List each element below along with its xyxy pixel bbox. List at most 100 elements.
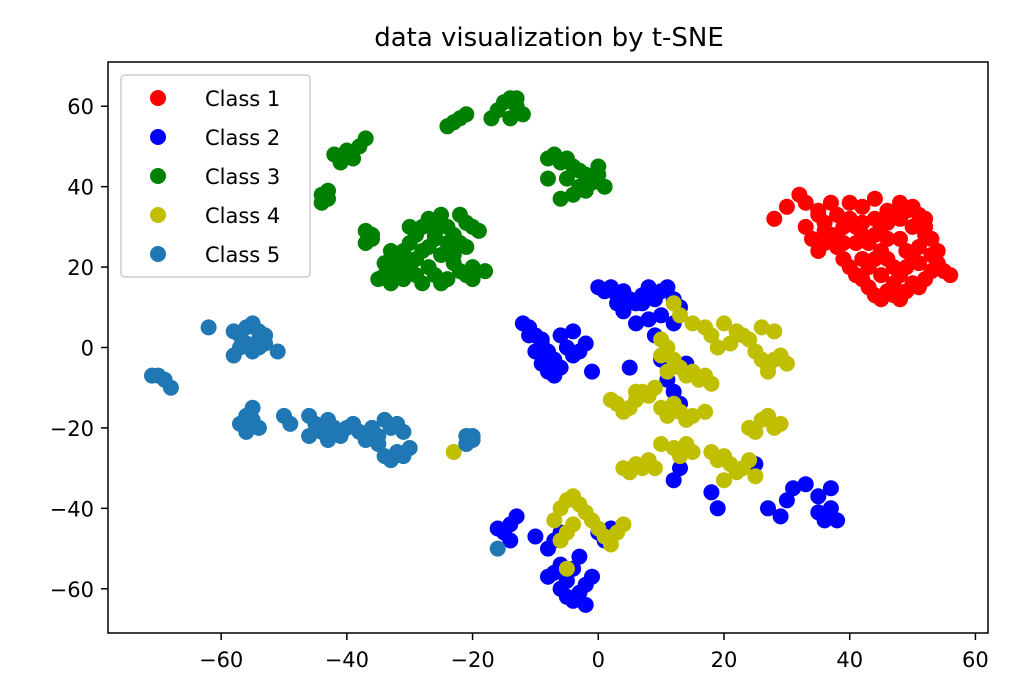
data-point xyxy=(540,568,556,585)
data-point xyxy=(552,327,569,344)
data-point xyxy=(508,90,525,107)
legend-box xyxy=(120,74,311,278)
data-point xyxy=(659,279,676,296)
data-point xyxy=(628,315,644,332)
data-point xyxy=(910,255,927,272)
data-point xyxy=(760,407,776,424)
data-point xyxy=(452,206,468,223)
data-point xyxy=(659,363,676,380)
data-point xyxy=(923,247,940,263)
data-point xyxy=(395,423,412,440)
data-point xyxy=(200,319,217,336)
data-point xyxy=(527,528,544,545)
data-point xyxy=(778,492,795,509)
data-point xyxy=(716,315,732,332)
data-point xyxy=(464,428,481,444)
data-point xyxy=(879,230,896,247)
data-point xyxy=(879,202,896,219)
x-axis: −60 −40 −20 0 20 40 60 xyxy=(199,633,989,672)
y-tick-label: −60 xyxy=(50,578,94,602)
data-point xyxy=(364,230,380,247)
y-tick-label: 20 xyxy=(67,256,94,280)
data-point xyxy=(665,383,682,400)
data-point xyxy=(640,279,657,296)
data-point xyxy=(760,363,776,380)
data-point xyxy=(810,504,827,521)
y-tick-label: 40 xyxy=(67,176,94,200)
data-point xyxy=(357,130,374,147)
legend-item-class-3: Class 3 xyxy=(150,165,280,189)
legend-label: Class 1 xyxy=(205,87,280,111)
data-point xyxy=(659,407,676,424)
data-point xyxy=(238,423,255,440)
data-point xyxy=(797,194,814,211)
data-point xyxy=(514,106,531,123)
data-point xyxy=(508,508,525,525)
data-point xyxy=(684,444,701,460)
data-points xyxy=(144,90,959,613)
data-point xyxy=(609,295,626,312)
y-axis: 60 40 20 0 −20 −40 −60 xyxy=(50,95,108,602)
data-point xyxy=(854,251,871,267)
data-point xyxy=(866,210,883,227)
data-point xyxy=(376,255,393,272)
data-point xyxy=(401,218,418,235)
data-point xyxy=(697,403,714,420)
x-tick-label: 0 xyxy=(592,648,605,672)
data-point xyxy=(741,419,758,436)
data-point xyxy=(672,460,688,477)
x-tick-label: 60 xyxy=(962,648,989,672)
x-tick-label: 20 xyxy=(711,648,738,672)
data-point xyxy=(778,198,795,215)
data-point xyxy=(709,500,726,517)
data-point xyxy=(829,512,846,529)
data-point xyxy=(873,267,890,284)
data-point xyxy=(445,444,462,460)
data-point xyxy=(458,106,475,123)
data-point xyxy=(778,355,795,372)
data-point xyxy=(766,210,783,227)
data-point xyxy=(470,222,487,239)
data-point xyxy=(301,428,318,444)
data-point xyxy=(370,436,387,452)
data-point xyxy=(766,323,783,340)
data-point xyxy=(734,327,751,344)
data-point xyxy=(615,516,632,533)
data-point xyxy=(854,198,871,215)
legend-item-class-1: Class 1 xyxy=(150,87,280,111)
data-point xyxy=(502,532,519,549)
data-point xyxy=(621,359,638,376)
data-point xyxy=(382,275,399,292)
data-point xyxy=(445,247,462,263)
data-point xyxy=(822,480,839,497)
data-point xyxy=(628,383,644,400)
data-point xyxy=(904,218,921,235)
y-tick-label: 60 xyxy=(67,95,94,119)
data-point xyxy=(602,536,619,553)
data-point xyxy=(489,540,506,557)
y-tick-label: −20 xyxy=(50,417,94,441)
data-point xyxy=(678,411,695,428)
data-point xyxy=(546,512,563,529)
data-point xyxy=(653,347,670,364)
data-point xyxy=(753,319,770,336)
data-point xyxy=(162,379,179,396)
data-point xyxy=(797,218,814,235)
data-point xyxy=(571,548,588,565)
data-point xyxy=(439,118,456,135)
data-point xyxy=(829,206,846,223)
data-point xyxy=(458,239,475,255)
data-point xyxy=(835,235,852,251)
data-point xyxy=(797,476,814,493)
data-point xyxy=(395,251,412,267)
data-point xyxy=(577,335,594,352)
data-point xyxy=(634,295,651,312)
data-point xyxy=(917,210,934,227)
data-point xyxy=(332,154,349,171)
data-point xyxy=(810,206,827,223)
data-point xyxy=(540,170,556,187)
data-point xyxy=(822,194,839,211)
data-point xyxy=(552,190,569,207)
data-point xyxy=(533,331,550,348)
data-point xyxy=(772,415,789,432)
